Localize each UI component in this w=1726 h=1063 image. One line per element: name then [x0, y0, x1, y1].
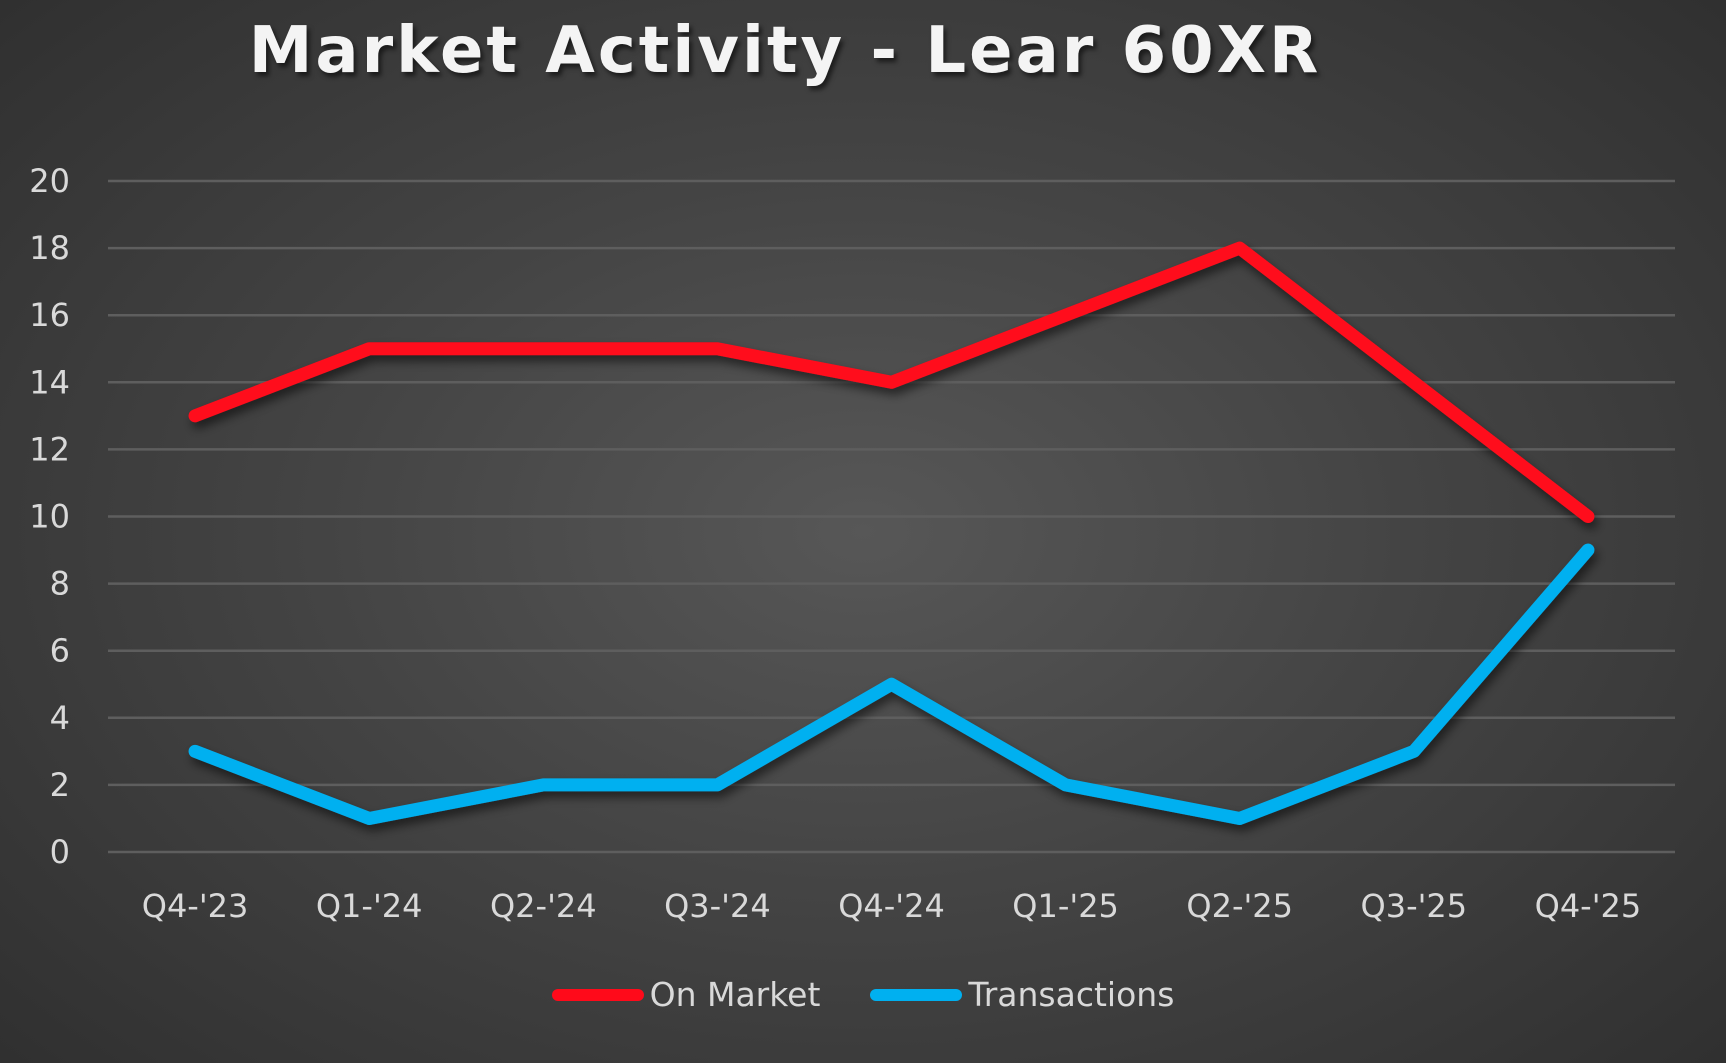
x-tick-label: Q4-'25 [1535, 887, 1642, 925]
y-tick-label: 4 [50, 699, 70, 737]
x-tick-label: Q2-'25 [1186, 887, 1293, 925]
y-tick-label: 12 [29, 430, 70, 468]
y-tick-label: 18 [29, 229, 70, 267]
gridlines [108, 179, 1675, 854]
y-tick-label: 0 [50, 833, 70, 871]
series-line-transactions [188, 543, 1595, 825]
x-tick-label: Q1-'24 [316, 887, 423, 925]
y-tick-label: 10 [29, 498, 70, 536]
legend-item-transactions[interactable]: Transactions [870, 975, 1174, 1014]
legend-label-on-market: On Market [649, 975, 821, 1014]
series-line-on-market [188, 241, 1595, 523]
legend: On Market Transactions [0, 975, 1726, 1014]
x-tick-label: Q1-'25 [1012, 887, 1119, 925]
x-tick-label: Q3-'24 [664, 887, 771, 925]
y-axis-ticks: 0 2 4 6 8 10 12 14 16 18 20 [29, 162, 70, 871]
y-tick-label: 20 [29, 162, 70, 200]
on-market-swatch-icon [551, 988, 644, 1001]
x-axis-ticks: Q4-'23 Q1-'24 Q2-'24 Q3-'24 Q4-'24 Q1-'25 Q2-'… [142, 887, 1641, 925]
legend-label-transactions: Transactions [968, 975, 1175, 1014]
y-tick-label: 16 [29, 296, 70, 334]
y-tick-label: 2 [50, 766, 70, 804]
legend-item-on-market[interactable]: On Market [551, 975, 821, 1014]
y-tick-label: 6 [50, 632, 70, 670]
x-tick-label: Q2-'24 [490, 887, 597, 925]
x-tick-label: Q4-'23 [142, 887, 249, 925]
y-tick-label: 8 [50, 565, 70, 603]
series-lines [188, 241, 1595, 825]
transactions-swatch-icon [870, 988, 963, 1001]
x-tick-label: Q3-'25 [1361, 887, 1468, 925]
x-tick-label: Q4-'24 [838, 887, 945, 925]
y-tick-label: 14 [29, 363, 70, 401]
chart-title: Market Activity - Lear 60XR [248, 14, 1322, 88]
